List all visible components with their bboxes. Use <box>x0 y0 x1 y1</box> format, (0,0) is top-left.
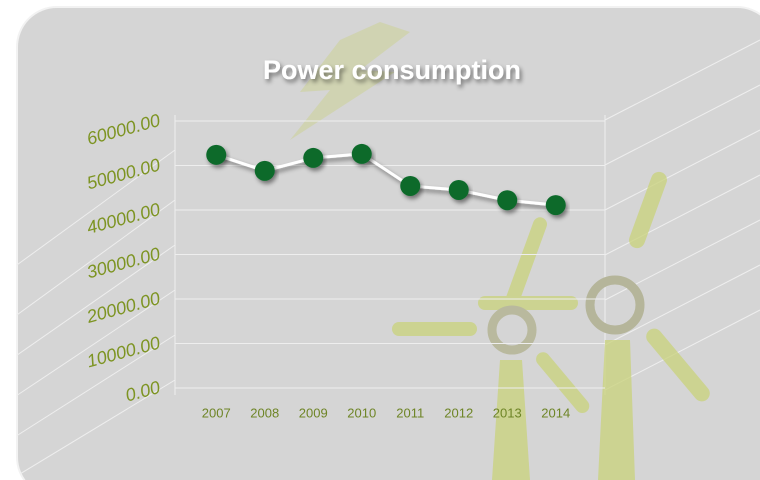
data-point <box>255 161 275 181</box>
data-point <box>206 145 226 165</box>
x-tick-label: 2012 <box>444 405 473 420</box>
x-tick-label: 2013 <box>493 405 522 420</box>
x-tick-label: 2014 <box>541 405 570 420</box>
data-point <box>546 195 566 215</box>
data-point <box>303 148 323 168</box>
chart-title: Power consumption <box>263 55 521 85</box>
chart: Power consumption 0.0010000.0020000.0030… <box>0 0 760 480</box>
x-tick-label: 2009 <box>299 405 328 420</box>
x-tick-label: 2008 <box>250 405 279 420</box>
data-point <box>352 144 372 164</box>
data-point <box>400 176 420 196</box>
data-point <box>449 180 469 200</box>
x-tick-label: 2010 <box>347 405 376 420</box>
data-point <box>497 190 517 210</box>
x-tick-label: 2011 <box>396 405 424 420</box>
x-tick-label: 2007 <box>202 405 231 420</box>
